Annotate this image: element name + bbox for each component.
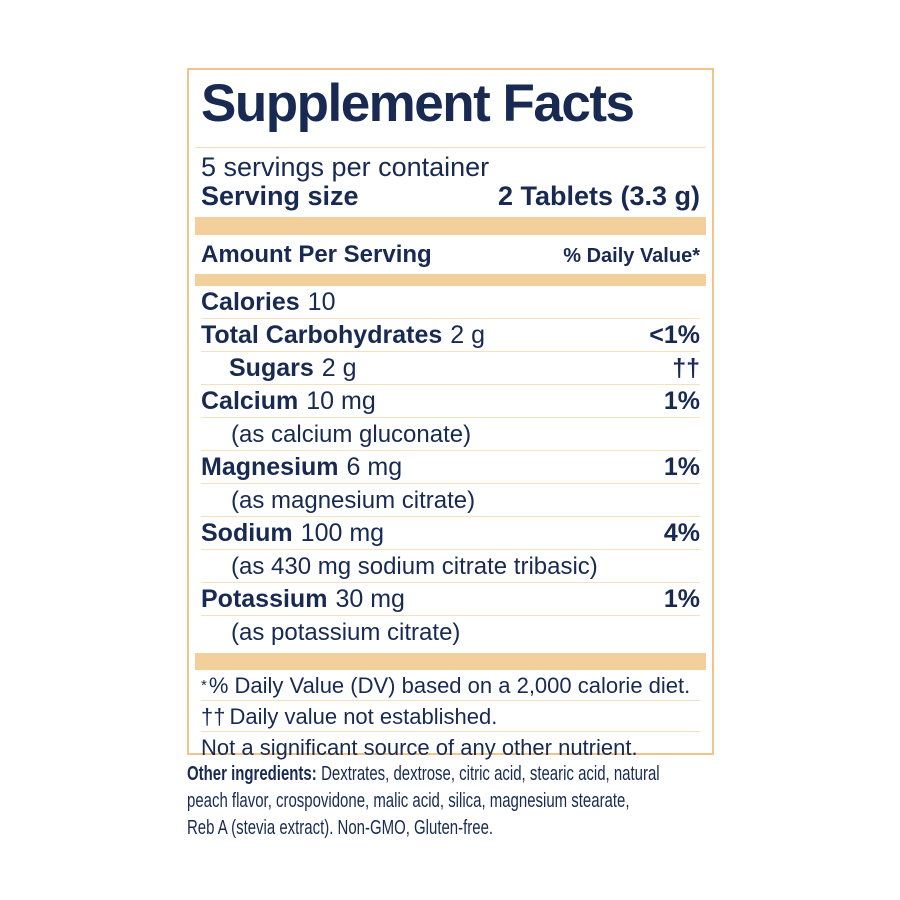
nutrient-amount: 2 g: [450, 321, 486, 349]
footnote-daily-value: *% Daily Value (DV) based on a 2,000 cal…: [201, 670, 700, 700]
nutrient-name: Sugars: [229, 354, 314, 382]
panel-title: Supplement Facts: [201, 74, 635, 133]
nutrient-amount: 10 mg: [306, 387, 376, 415]
nutrient-rows: Calories 10 Total Carbohydrates 2 g <1% Su…: [201, 286, 700, 648]
nutrient-amount: 2 g: [321, 354, 357, 382]
row-sugars: Sugars 2 g ††: [201, 351, 700, 384]
footnote-text: Daily value not established.: [229, 704, 498, 729]
row-calcium: Calcium 10 mg 1%: [201, 384, 700, 417]
row-calories: Calories 10: [201, 286, 700, 318]
nutrient-name: Calories: [201, 288, 300, 316]
row-sodium: Sodium 100 mg 4%: [201, 516, 700, 549]
nutrient-amount: 6 mg: [346, 453, 403, 481]
footnote-text: % Daily Value (DV) based on a 2,000 calo…: [208, 673, 691, 698]
other-ingredients-section: Other ingredients: Dextrates, dextrose, c…: [187, 760, 887, 841]
nutrient-amount: 10: [307, 288, 336, 316]
daily-value-header: % Daily Value*: [563, 245, 700, 267]
nutrient-dv: 1%: [663, 585, 700, 613]
footnote-not-established: †† Daily value not established.: [201, 700, 700, 731]
footnotes: *% Daily Value (DV) based on a 2,000 cal…: [201, 670, 700, 762]
nutrient-name: Sodium: [201, 519, 293, 547]
other-ingredients-line-2: peach flavor, crospovidone, malic acid, …: [187, 789, 630, 812]
row-magnesium-source: (as magnesium citrate): [201, 483, 700, 516]
row-sodium-source: (as 430 mg sodium citrate tribasic): [201, 549, 700, 582]
nutrient-dv: 1%: [663, 453, 700, 481]
footnote-text: Not a significant source of any other nu…: [201, 735, 638, 760]
nutrient-name: Calcium: [201, 387, 299, 415]
nutrient-name: Potassium: [201, 585, 328, 613]
dagger-marker: ††: [201, 704, 226, 729]
row-potassium: Potassium 30 mg 1%: [201, 582, 700, 615]
other-ingredients-label: Other ingredients:: [187, 762, 317, 785]
servings-per-container: 5 servings per container: [201, 152, 490, 182]
nutrient-dv: <1%: [649, 321, 700, 349]
row-total-carbohydrates: Total Carbohydrates 2 g <1%: [201, 318, 700, 351]
row-calcium-source: (as calcium gluconate): [201, 417, 700, 450]
footnote-no-other-nutrient: Not a significant source of any other nu…: [201, 731, 700, 762]
amount-per-serving-header: Amount Per Serving: [201, 241, 432, 268]
other-ingredients-line-3: Reb A (stevia extract). Non-GMO, Gluten-…: [187, 816, 494, 839]
other-ingredients-text: Dextrates, dextrose, citric acid, steari…: [321, 762, 660, 785]
nutrient-source: (as potassium citrate): [231, 619, 461, 646]
nutrient-amount: 30 mg: [335, 585, 405, 613]
asterisk-marker: *: [201, 677, 207, 694]
title-divider: [195, 147, 706, 148]
nutrient-source: (as 430 mg sodium citrate tribasic): [231, 553, 598, 580]
serving-size-label: Serving size: [201, 181, 359, 211]
nutrient-source: (as magnesium citrate): [231, 487, 476, 514]
nutrient-dv: 4%: [663, 519, 700, 547]
serving-size-value: 2 Tablets (3.3 g): [497, 181, 700, 211]
separator-band-top: [195, 217, 706, 235]
other-ingredients-line-1: Other ingredients: Dextrates, dextrose, c…: [187, 760, 698, 787]
nutrient-amount: 100 mg: [300, 519, 385, 547]
nutrient-name: Total Carbohydrates: [201, 321, 443, 349]
nutrient-dv: 1%: [663, 387, 700, 415]
row-magnesium: Magnesium 6 mg 1%: [201, 450, 700, 483]
row-potassium-source: (as potassium citrate): [201, 615, 700, 648]
column-header-row: Amount Per Serving % Daily Value*: [201, 241, 700, 270]
nutrient-source: (as calcium gluconate): [231, 421, 472, 448]
nutrient-name: Magnesium: [201, 453, 339, 481]
nutrient-dv: ††: [672, 354, 700, 382]
separator-band-bottom: [195, 653, 706, 670]
serving-size-row: Serving size 2 Tablets (3.3 g): [201, 182, 700, 211]
supplement-facts-panel: Supplement Facts 5 servings per containe…: [187, 68, 714, 759]
separator-band-header: [195, 274, 706, 286]
